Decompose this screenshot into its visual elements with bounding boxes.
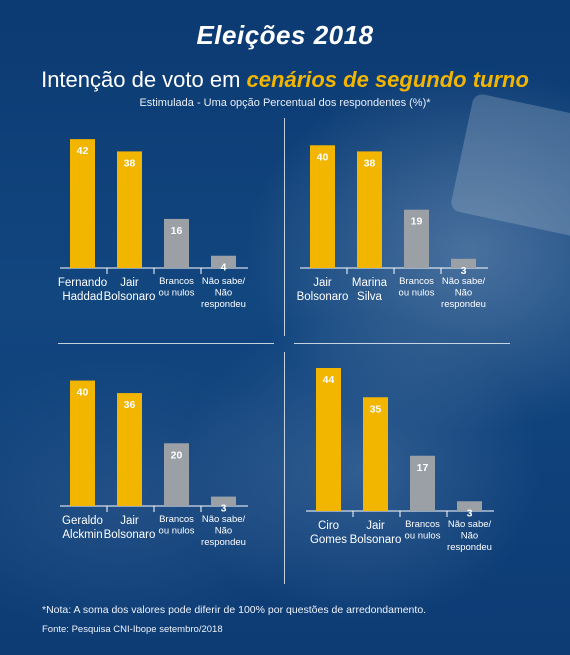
bar-brancos-ou-nulos [410, 455, 435, 511]
divider-horizontal-right [294, 343, 510, 344]
bar-fernando-haddad [70, 139, 95, 268]
chart-ciro-bolsonaro: 44 Ciro Gomes 35 Jair Bolsonaro 17 Brancos ou nu… [306, 368, 494, 553]
category-label-jair-bolsonaro: Jair Bolsonaro [297, 277, 349, 303]
value-label-brancos-ou-nulos: 20 [171, 449, 183, 461]
bar-jair-bolsonaro [310, 145, 335, 268]
chart-caption: Estimulada - Uma opção Percentual dos re… [139, 97, 431, 109]
category-label-brancos-ou-nulos: Brancos ou nulos [405, 519, 441, 542]
value-label-brancos-ou-nulos: 19 [411, 216, 423, 228]
subtitle-prefix: Intenção de voto em [41, 67, 247, 92]
category-label-jair-bolsonaro: Jair Bolsonaro [104, 277, 156, 303]
value-label-geraldo-alckmin: 40 [77, 387, 89, 399]
value-label-ciro-gomes: 44 [323, 374, 335, 386]
chart-alckmin-bolsonaro: 40 Geraldo Alckmin 36 Jair Bolsonaro 20 Brancos… [60, 380, 248, 548]
value-label-jair-bolsonaro: 40 [317, 151, 329, 163]
value-label-brancos-ou-nulos: 17 [417, 462, 429, 474]
category-label-brancos-ou-nulos: Brancos ou nulos [159, 276, 195, 299]
value-label-brancos-ou-nulos: 16 [171, 225, 183, 237]
value-label-jair-bolsonaro: 35 [370, 403, 382, 415]
value-label-jair-bolsonaro: 38 [124, 157, 136, 169]
bar-nao-sabe-nao-respondeu [211, 496, 236, 506]
value-label-nao-sabe-nao-respondeu: 3 [461, 265, 467, 277]
category-label-brancos-ou-nulos: Brancos ou nulos [159, 514, 195, 537]
divider-vertical-bottom [284, 352, 285, 584]
category-label-jair-bolsonaro: Jair Bolsonaro [104, 515, 156, 541]
category-label-nao-sabe-nao-respondeu: Não sabe/Não respondeu [201, 276, 246, 310]
value-label-nao-sabe-nao-respondeu: 3 [221, 503, 227, 515]
bar-brancos-ou-nulos [164, 443, 189, 506]
footnote: *Nota: A soma dos valores pode diferir d… [42, 604, 427, 616]
bar-geraldo-alckmin [70, 380, 95, 506]
category-label-fernando-haddad: Fernando Haddad [58, 277, 107, 303]
divider-horizontal-left [58, 343, 274, 344]
value-label-marina-silva: 38 [364, 157, 376, 169]
page-title: Eleições 2018 [196, 20, 374, 50]
bar-marina-silva [357, 151, 382, 268]
category-label-marina-silva: Marina Silva [352, 277, 388, 303]
bar-jair-bolsonaro [363, 397, 388, 511]
bar-nao-sabe-nao-respondeu [457, 501, 482, 511]
bar-jair-bolsonaro [117, 393, 142, 506]
divider-vertical-top [284, 118, 285, 336]
category-label-brancos-ou-nulos: Brancos ou nulos [399, 276, 435, 299]
category-label-nao-sabe-nao-respondeu: Não sabe/Não respondeu [441, 276, 486, 310]
value-label-nao-sabe-nao-respondeu: 4 [221, 262, 227, 274]
value-label-jair-bolsonaro: 36 [124, 399, 136, 411]
bar-brancos-ou-nulos [164, 218, 189, 268]
value-label-fernando-haddad: 42 [77, 145, 89, 157]
category-label-nao-sabe-nao-respondeu: Não sabe/Não respondeu [201, 514, 246, 548]
chart-haddad-bolsonaro: 42 Fernando Haddad 38 Jair Bolsonaro 16 Brancos… [58, 139, 248, 310]
category-label-geraldo-alckmin: Geraldo Alckmin [62, 515, 103, 541]
bar-brancos-ou-nulos [404, 209, 429, 268]
bar-ciro-gomes [316, 368, 341, 511]
bar-nao-sabe-nao-respondeu [451, 258, 476, 268]
chart-bolsonaro-marina: 40 Jair Bolsonaro 38 Marina Silva 19 Brancos ou … [297, 145, 488, 310]
subtitle-highlight: cenários de segundo turno [246, 67, 529, 92]
category-label-nao-sabe-nao-respondeu: Não sabe/Não respondeu [447, 519, 492, 553]
bar-jair-bolsonaro [117, 151, 142, 268]
source-note: Fonte: Pesquisa CNI-Ibope setembro/2018 [42, 624, 223, 635]
page-subtitle: Intenção de voto em cenários de segundo … [0, 67, 570, 93]
value-label-nao-sabe-nao-respondeu: 3 [467, 507, 473, 519]
bar-nao-sabe-nao-respondeu [211, 255, 236, 268]
category-label-ciro-gomes: Ciro Gomes [310, 520, 347, 546]
category-label-jair-bolsonaro: Jair Bolsonaro [350, 520, 402, 546]
